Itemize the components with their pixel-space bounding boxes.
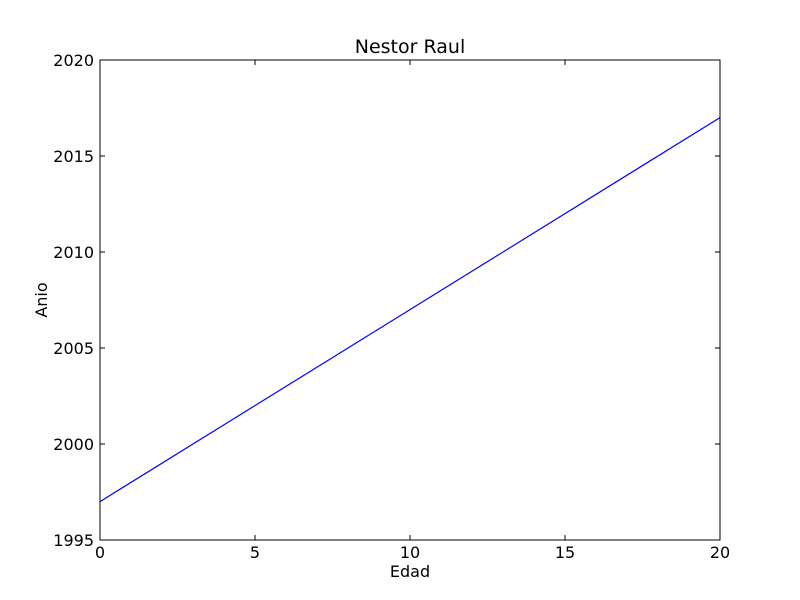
y-tick-label: 2000 xyxy=(53,435,94,454)
y-tick-label: 2010 xyxy=(53,243,94,262)
x-tick-label: 0 xyxy=(95,543,105,562)
chart-title: Nestor Raul xyxy=(355,36,465,58)
plot-frame xyxy=(99,59,721,541)
ticks-layer: 0 5 10 15 20 1995 2000 2005 2010 2015 2020 xyxy=(53,51,730,562)
y-tick-label: 2015 xyxy=(53,147,94,166)
x-tick-label: 15 xyxy=(555,543,575,562)
x-tick-label: 5 xyxy=(250,543,260,562)
series-line xyxy=(99,117,721,503)
y-tick-label: 2005 xyxy=(53,339,94,358)
y-tick-label: 1995 xyxy=(53,531,94,550)
plot-area xyxy=(100,60,720,540)
x-tick-label: 20 xyxy=(710,543,730,562)
y-tick-label: 2020 xyxy=(53,51,94,70)
x-axis-label: Edad xyxy=(390,562,430,581)
x-tick-label: 10 xyxy=(400,543,420,562)
series-layer xyxy=(99,117,721,503)
y-axis-label: Anio xyxy=(32,282,51,317)
